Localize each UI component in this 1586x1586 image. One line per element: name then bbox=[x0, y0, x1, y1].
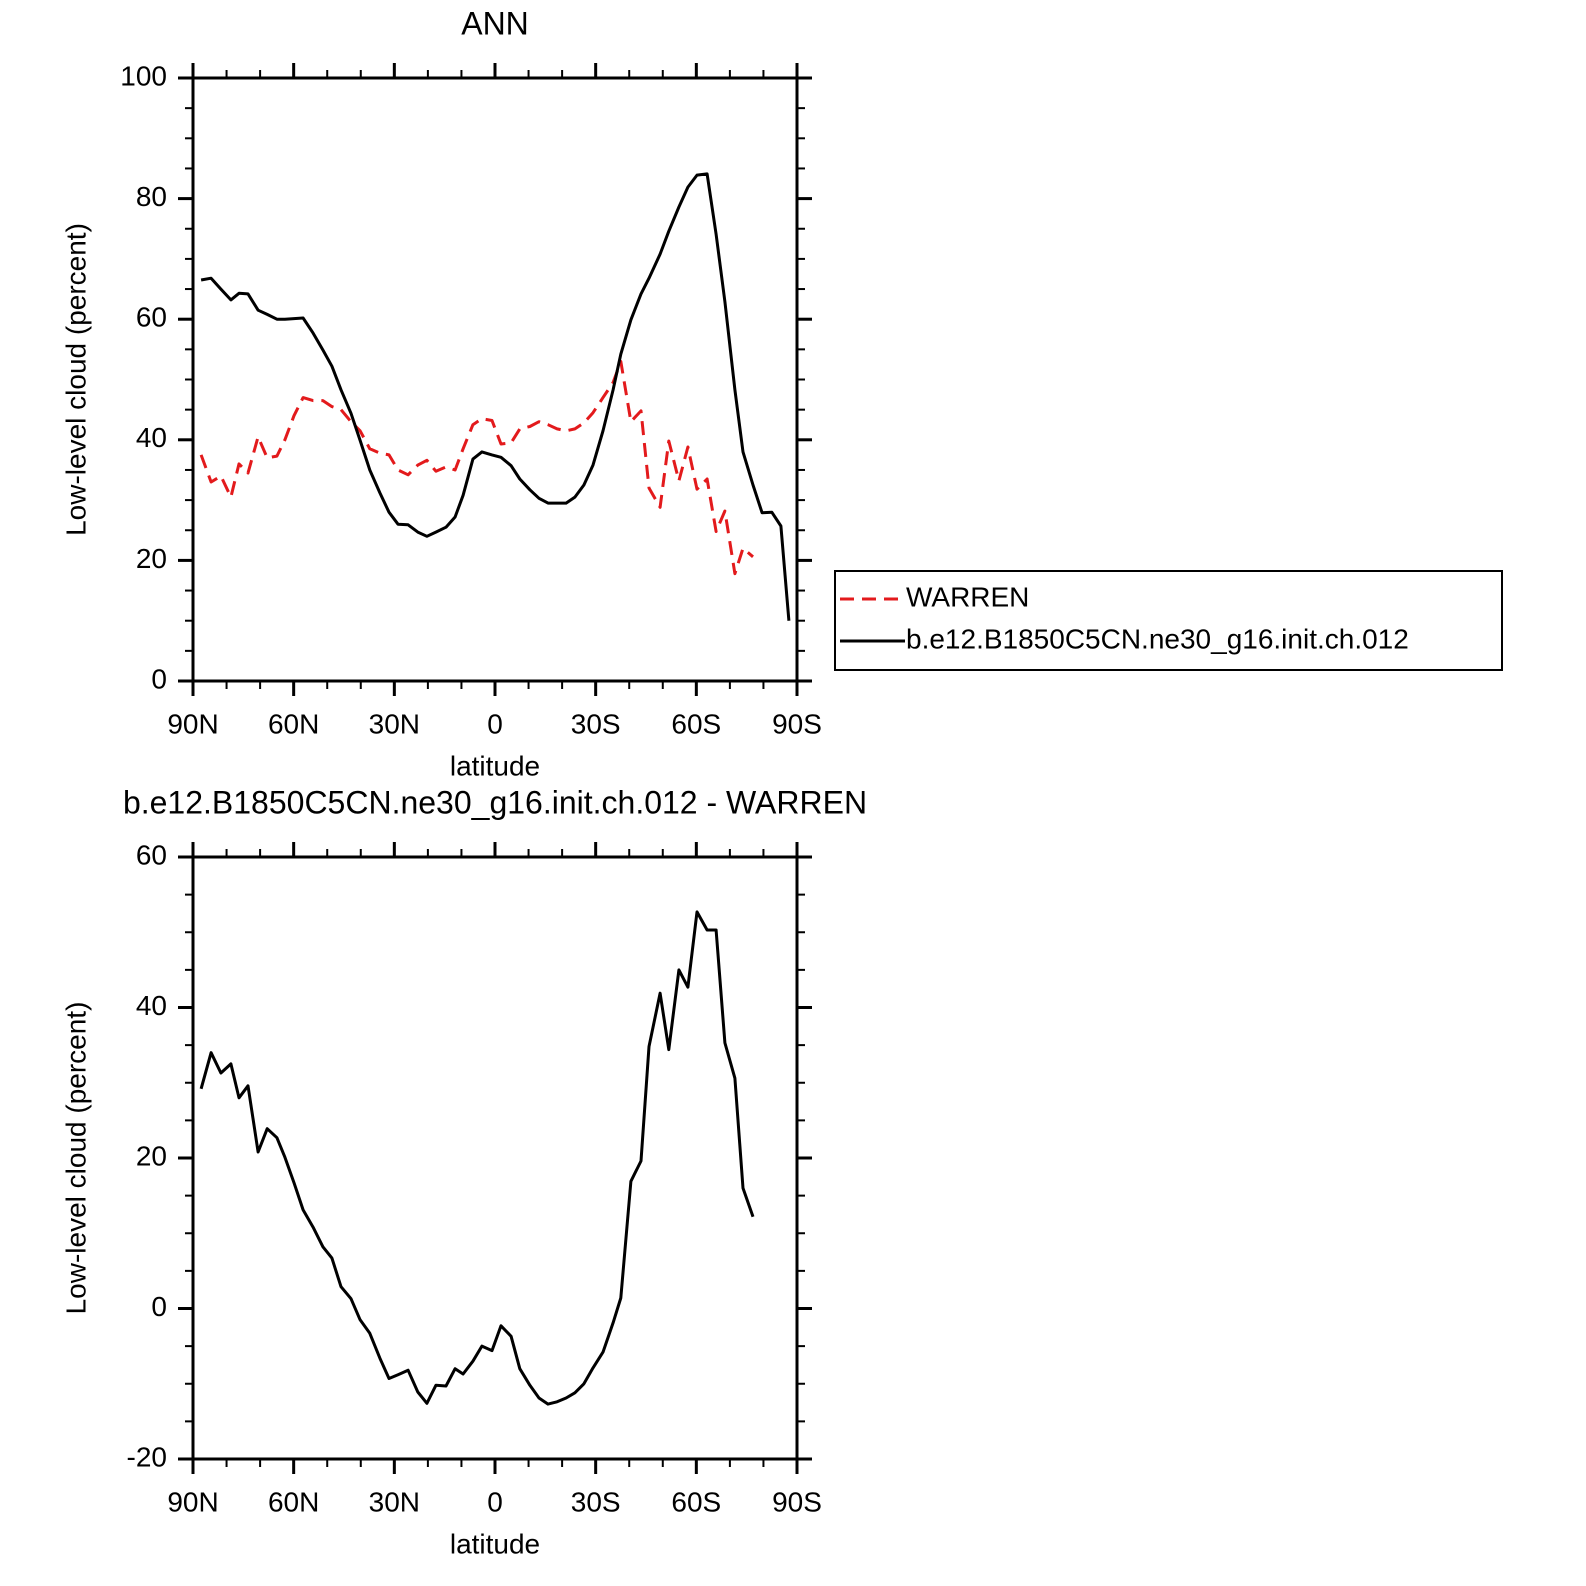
chart-title: b.e12.B1850C5CN.ne30_g16.init.ch.012 - W… bbox=[123, 784, 867, 820]
chart-title: ANN bbox=[461, 5, 529, 41]
x-tick-label: 30N bbox=[369, 1486, 420, 1517]
y-tick-label: -20 bbox=[127, 1441, 167, 1472]
x-tick-label: 30S bbox=[571, 708, 621, 739]
y-tick-label: 40 bbox=[136, 422, 167, 453]
y-tick-label: 40 bbox=[136, 990, 167, 1021]
x-tick-label: 90N bbox=[167, 708, 218, 739]
x-tick-label: 60N bbox=[268, 708, 319, 739]
x-axis-label: latitude bbox=[450, 1528, 540, 1559]
legend-box bbox=[834, 570, 1503, 671]
y-tick-label: 100 bbox=[120, 60, 167, 91]
y-tick-label: 0 bbox=[151, 1291, 167, 1322]
x-tick-label: 0 bbox=[487, 1486, 503, 1517]
data-line bbox=[199, 910, 755, 1406]
y-axis-label: Low-level cloud (percent) bbox=[60, 223, 91, 536]
x-tick-label: 60N bbox=[268, 1486, 319, 1517]
data-line bbox=[199, 359, 754, 576]
y-tick-label: 0 bbox=[151, 663, 167, 694]
plot-frame bbox=[191, 76, 799, 683]
x-tick-label: 0 bbox=[487, 708, 503, 739]
x-tick-label: 60S bbox=[671, 1486, 721, 1517]
legend-label: WARREN bbox=[906, 581, 1029, 612]
y-tick-label: 80 bbox=[136, 181, 167, 212]
x-tick-label: 30N bbox=[369, 708, 420, 739]
x-tick-label: 30S bbox=[571, 1486, 621, 1517]
x-tick-label: 90S bbox=[772, 708, 822, 739]
y-axis-label: Low-level cloud (percent) bbox=[60, 1002, 91, 1315]
x-tick-label: 60S bbox=[671, 708, 721, 739]
y-tick-label: 20 bbox=[136, 1140, 167, 1171]
x-axis-label: latitude bbox=[450, 750, 540, 781]
legend-label: b.e12.B1850C5CN.ne30_g16.init.ch.012 bbox=[906, 623, 1409, 654]
y-tick-label: 60 bbox=[136, 302, 167, 333]
x-tick-label: 90S bbox=[772, 1486, 822, 1517]
x-tick-label: 90N bbox=[167, 1486, 218, 1517]
y-tick-label: 20 bbox=[136, 543, 167, 574]
data-line bbox=[200, 172, 791, 621]
y-tick-label: 60 bbox=[136, 839, 167, 870]
